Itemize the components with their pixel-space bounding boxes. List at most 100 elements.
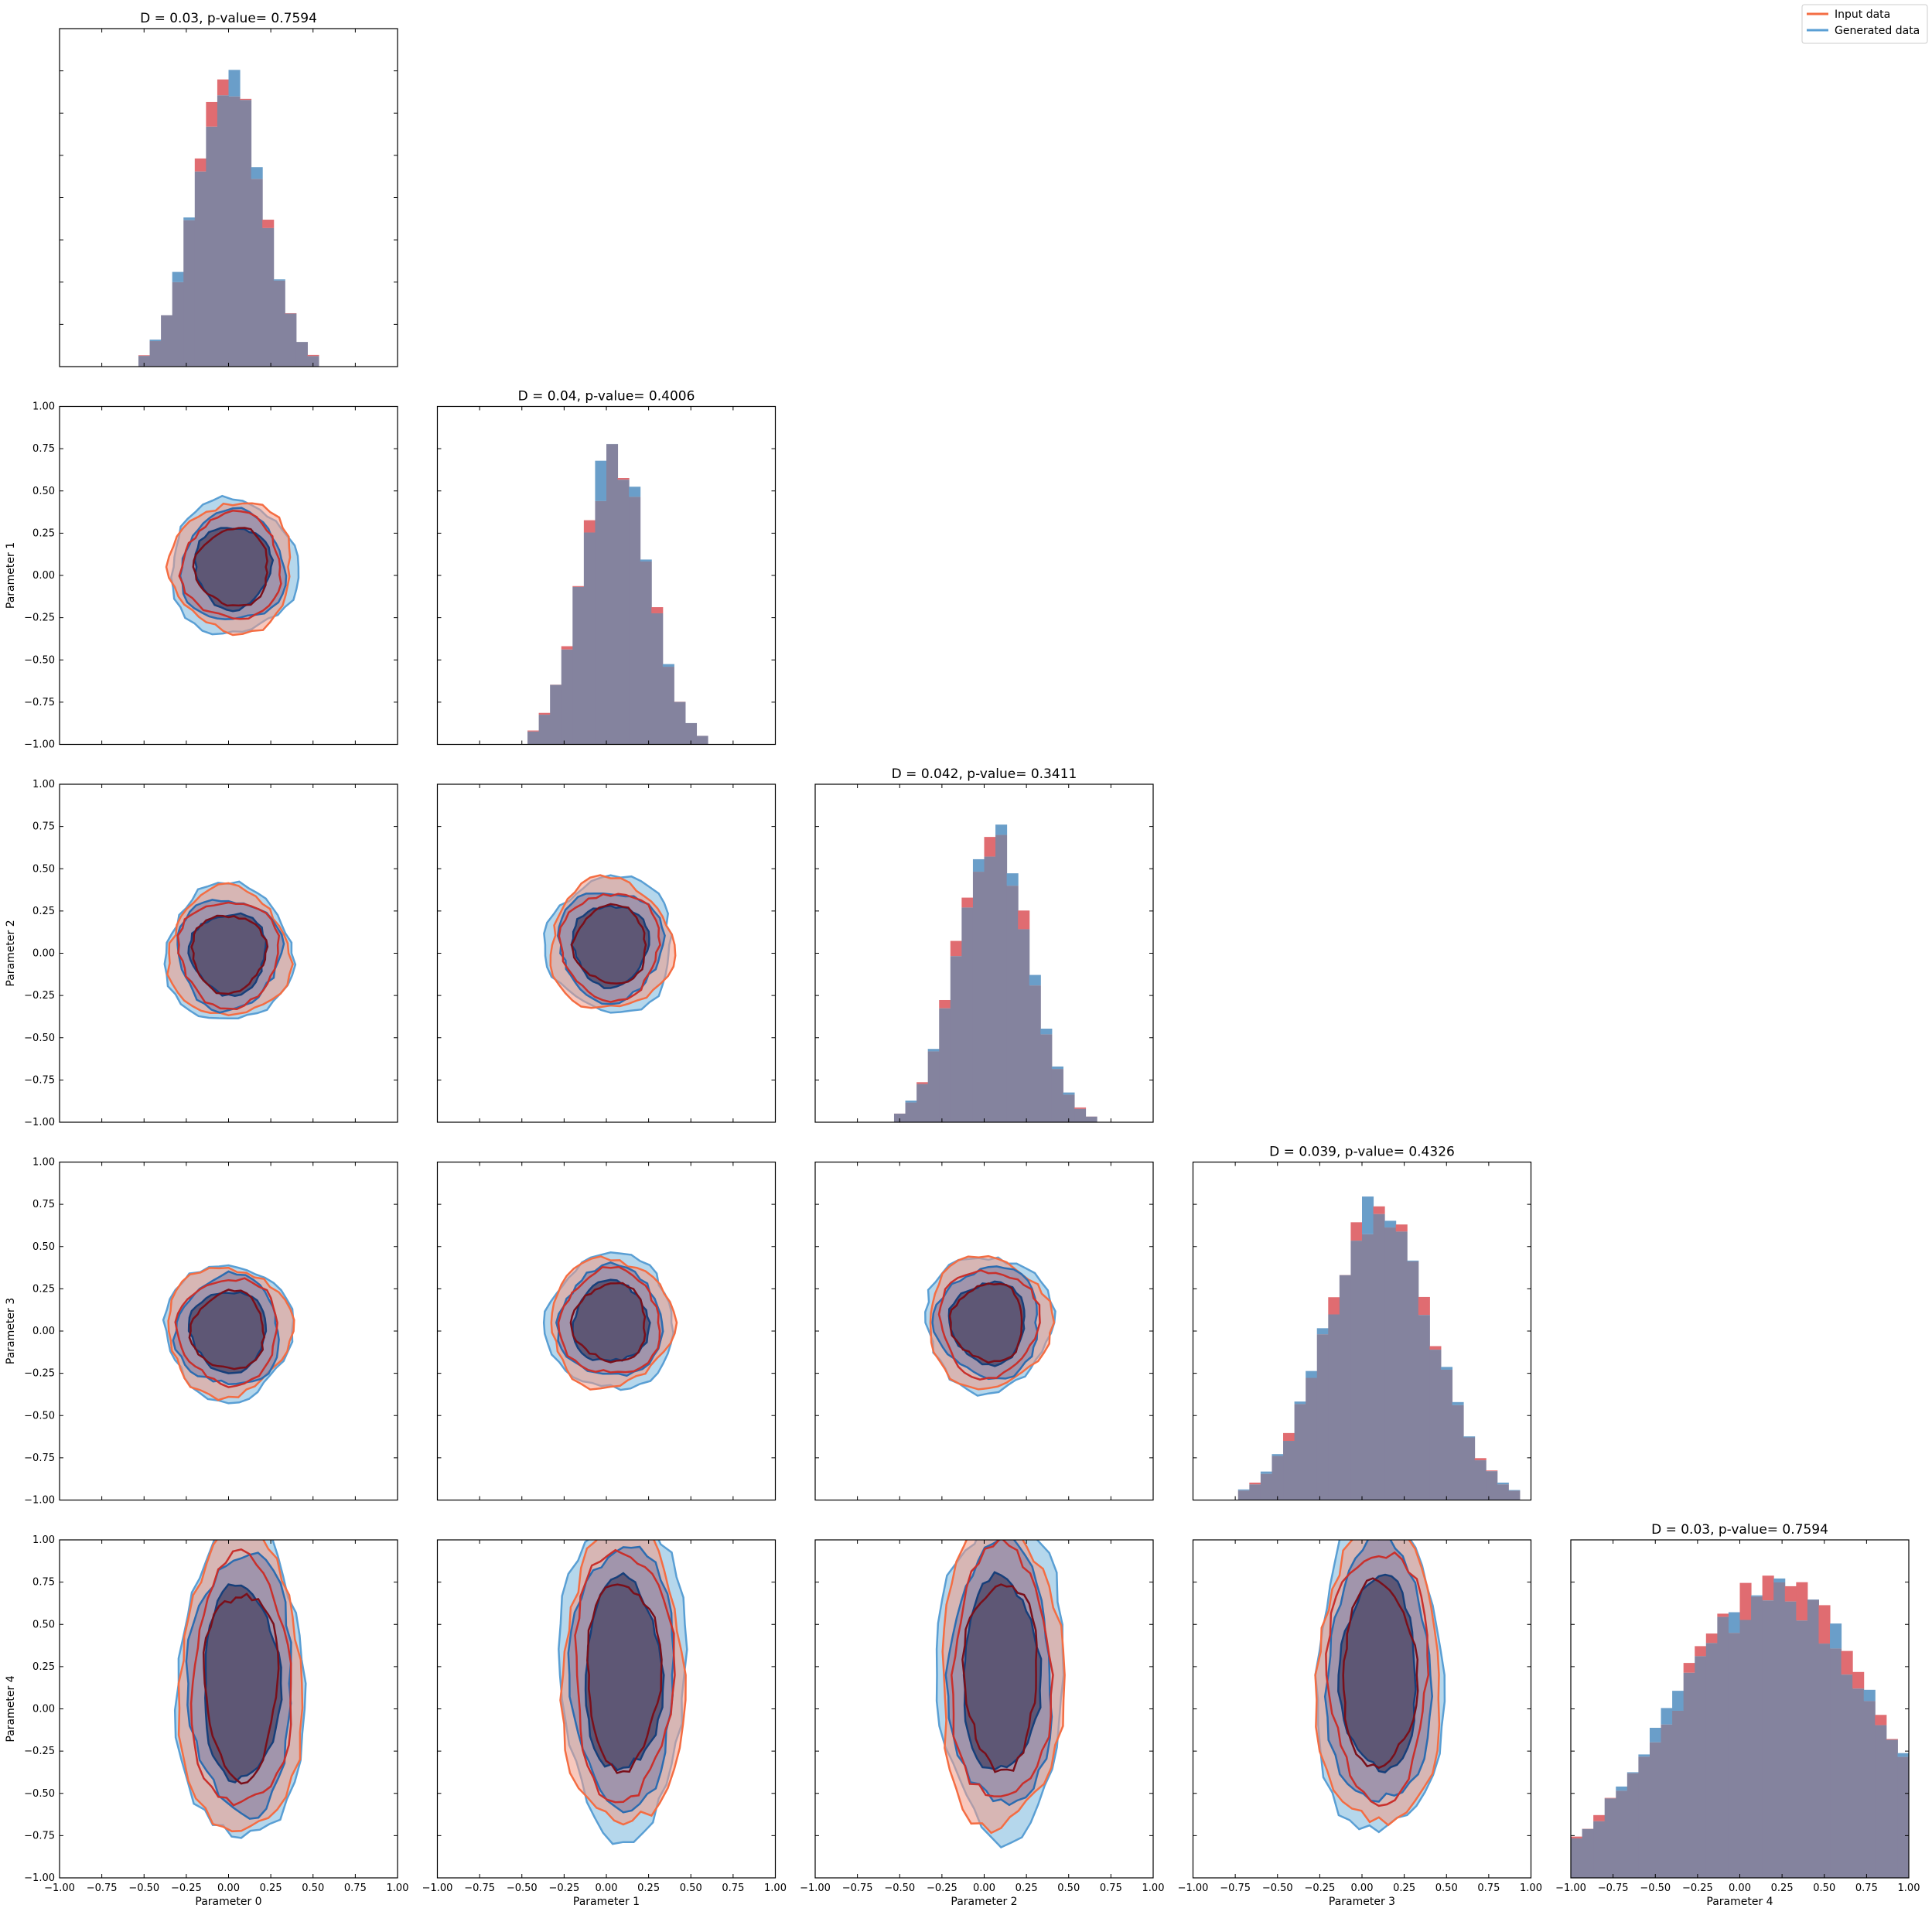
hist-bar [149, 341, 162, 367]
contour-level-3 [557, 1265, 661, 1374]
x-axis-label: Parameter 4 [1706, 1896, 1773, 1908]
contour-level-5 [569, 1282, 647, 1364]
panel-title: D = 0.042, p-value= 0.3411 [892, 766, 1077, 782]
y-tick-label: 0.75 [32, 443, 55, 455]
x-tick-label: 0.75 [1855, 1883, 1878, 1894]
hist-bar [1683, 1663, 1695, 1673]
hist-bar [240, 98, 252, 101]
y-tick-label: 0.25 [32, 1661, 55, 1673]
hist-bar [1695, 1656, 1707, 1878]
hist-bar [1260, 1471, 1272, 1474]
hist-bar [1463, 1437, 1476, 1500]
y-tick-label: 0.25 [32, 527, 55, 539]
hist-bar [1006, 873, 1019, 886]
hist-bar [1051, 1066, 1063, 1070]
contour-level-4 [187, 912, 268, 997]
hist-bar [1852, 1671, 1865, 1689]
hist-bar [1616, 1790, 1628, 1878]
hist-bar [1571, 1836, 1583, 1838]
hist-bar [172, 271, 184, 282]
y-tick-label: −1.00 [24, 1872, 55, 1884]
panel-4-3: −1.00 −0.75 −0.50 −0.25 0.00 0.25 0.50 0.75 1.00… [1178, 1539, 1542, 1908]
hist-bar [262, 227, 275, 367]
y-tick-label: 1.00 [32, 1534, 55, 1546]
hist-bar [972, 872, 985, 1122]
hist-bar [550, 684, 562, 745]
hist-bar [1029, 975, 1041, 986]
contour-level-4 [193, 527, 275, 613]
hist-bar [1773, 1578, 1786, 1582]
hist-bar [262, 220, 275, 228]
hist-bar [1863, 1701, 1876, 1878]
contour-level-3 [951, 1540, 1054, 1797]
hist-bar [1728, 1612, 1740, 1633]
hist-bar [1717, 1616, 1729, 1878]
hist-bar [1272, 1456, 1284, 1500]
x-tick-label: 0.25 [1015, 1883, 1038, 1894]
hist-bar [1249, 1482, 1261, 1485]
hist-bar [606, 444, 619, 745]
x-tick-label: 0.75 [1477, 1883, 1500, 1894]
hist-bar [1294, 1404, 1306, 1500]
y-tick-label: 0.75 [32, 821, 55, 833]
x-tick-label: −0.75 [1598, 1883, 1629, 1894]
hist-bar [1440, 1367, 1453, 1370]
y-axis-label: Parameter 2 [5, 920, 17, 986]
panel-4-0: −1.00−1.00 −0.75 −0.75 −0.50 −0.50 −0.25 −0.25… [5, 1534, 408, 1908]
x-tick-label: 0.50 [302, 1883, 324, 1894]
hist-bar [939, 1008, 951, 1122]
y-tick-label: −0.50 [24, 1410, 55, 1422]
hist-bar [561, 646, 573, 650]
y-tick-label: −0.75 [24, 697, 55, 708]
contour-level-5 [570, 903, 647, 985]
hist-bar [1571, 1838, 1583, 1878]
hist-bar [972, 858, 985, 872]
hist-bar [617, 478, 630, 480]
panel-3-2 [814, 1161, 1154, 1501]
hist-bar [1751, 1595, 1763, 1597]
y-tick-label: 1.00 [32, 779, 55, 790]
hist-bar [228, 70, 241, 97]
y-tick-label: −1.00 [24, 1117, 55, 1128]
y-tick-label: −0.75 [24, 1452, 55, 1464]
x-tick-label: 1.00 [764, 1883, 787, 1894]
y-tick-label: −0.25 [24, 613, 55, 624]
hist-bar [1751, 1596, 1763, 1878]
hist-bar [1051, 1069, 1063, 1122]
hist-bar [662, 667, 674, 745]
hist-bar [1486, 1470, 1498, 1472]
y-tick-label: 0.50 [32, 863, 55, 875]
x-tick-label: 0.50 [680, 1883, 702, 1894]
hist-bar [1350, 1241, 1363, 1500]
panel-2-1 [436, 783, 777, 1123]
x-tick-label: 0.50 [1813, 1883, 1835, 1894]
x-tick-label: 0.00 [217, 1883, 240, 1894]
y-axis-label: Parameter 3 [5, 1298, 17, 1364]
hist-bar [172, 282, 184, 367]
panel-2-2: D = 0.042, p-value= 0.3411 [814, 766, 1154, 1123]
hist-bar [651, 613, 664, 745]
hist-bar [527, 731, 540, 745]
hist-bar [1818, 1644, 1831, 1878]
hist-bar [984, 856, 996, 1122]
hist-bar [1638, 1754, 1650, 1757]
hist-bar [1717, 1613, 1729, 1617]
hist-bar [572, 586, 585, 745]
hist-bar [240, 100, 252, 367]
hist-bar [1063, 1092, 1075, 1095]
hist-bar [1350, 1222, 1363, 1241]
panel-2-0: −1.00 −0.75 −0.50 −0.25 0.00 0.25 0.50 0.75 1.00… [5, 779, 398, 1128]
hist-bar [1260, 1473, 1272, 1500]
x-tick-label: 0.75 [722, 1883, 744, 1894]
hist-bar [1508, 1490, 1521, 1500]
hist-bar [1762, 1575, 1774, 1601]
hist-bar [1497, 1484, 1509, 1500]
y-tick-label: 0.00 [32, 948, 55, 960]
y-tick-label: 0.25 [32, 906, 55, 917]
hist-bar [595, 460, 607, 501]
hist-bar [583, 520, 596, 533]
y-tick-label: 1.00 [32, 401, 55, 413]
y-tick-label: −0.25 [24, 990, 55, 1002]
y-tick-label: −0.75 [24, 1830, 55, 1842]
